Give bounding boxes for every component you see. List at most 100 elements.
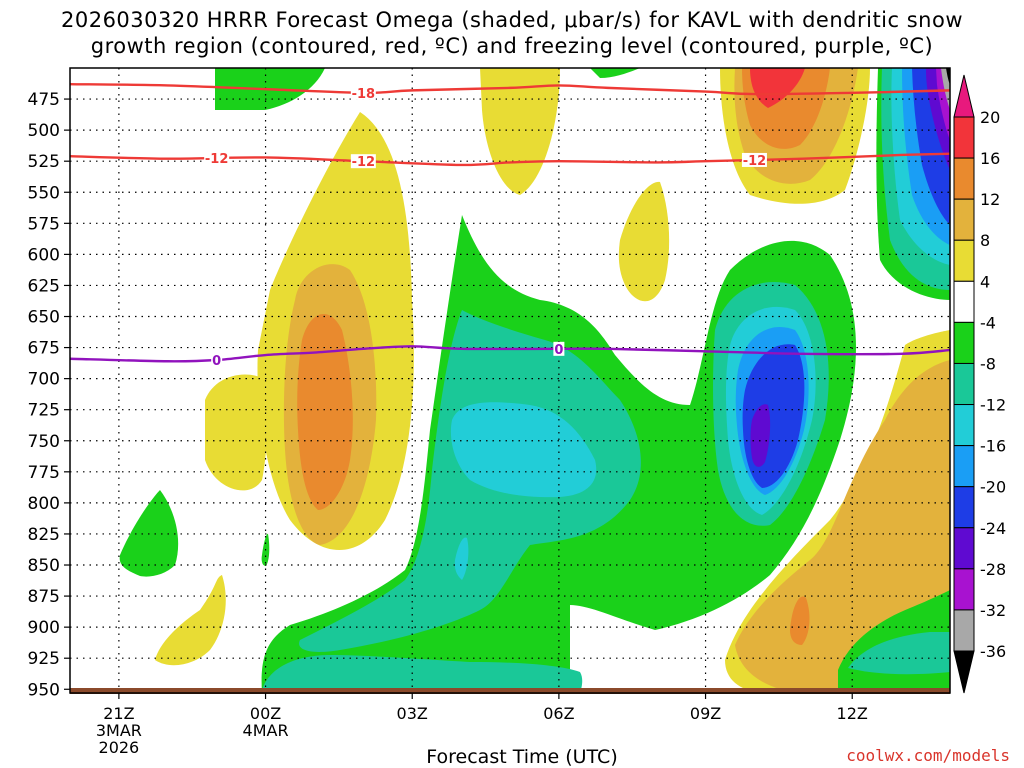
contour-label-bg: [350, 154, 376, 169]
y-tick-label: 925: [28, 649, 60, 669]
contour-label-bg: [211, 352, 223, 367]
omega-shade-neg12-center: [450, 402, 597, 498]
contour-label-bg: [553, 341, 565, 356]
x-tick-label: 00Z: [250, 704, 281, 723]
omega-shade-neg4-top-center: [590, 68, 640, 78]
colorbar-label: -20: [980, 478, 1006, 497]
colorbar-label: 8: [980, 231, 990, 250]
omega-shade-neg36-right-edge: [946, 68, 950, 85]
y-tick-label: 825: [28, 525, 60, 545]
contour-label-bg: [741, 152, 767, 167]
y-tick-label: 600: [28, 245, 60, 265]
colorbar-swatch: [953, 198, 975, 241]
y-tick-label: 800: [28, 494, 60, 514]
colorbar-swatch: [953, 239, 975, 282]
y-tick-label: 850: [28, 556, 60, 576]
colorbar-label: -16: [980, 437, 1006, 456]
contour-label-bg: [204, 151, 230, 166]
contour-line--12: [70, 152, 950, 167]
ground-surface-bar: [70, 688, 950, 694]
colorbar-label: -32: [980, 601, 1006, 620]
y-tick-label: 700: [28, 370, 60, 390]
omega-shade-pos16-upper-right: [750, 68, 805, 108]
y-tick-label: 725: [28, 401, 60, 421]
omega-shade-pos4-left-low: [155, 575, 226, 666]
y-axis: 475 500 525 550 575 600 625 650 675 700 725 750 775 8…: [28, 90, 70, 700]
omega-shading: [119, 68, 950, 693]
x-tick-label: 3MAR: [96, 721, 142, 740]
contour-label--12: -12: [743, 154, 767, 169]
x-tick-label: 2026: [99, 738, 140, 757]
colorbar-swatch: [953, 609, 975, 652]
contour-label--12: -12: [205, 152, 229, 167]
colorbar-swatch: [953, 362, 975, 406]
y-tick-label: 475: [28, 90, 60, 110]
colorbar-label: 12: [980, 190, 1000, 209]
colorbar-label: 16: [980, 149, 1000, 168]
colorbar-label: -24: [980, 519, 1006, 538]
omega-shade-pos8-lower-right: [735, 360, 950, 693]
y-tick-label: 650: [28, 308, 60, 328]
colorbar-label: -28: [980, 560, 1006, 579]
chart-title-line1: 2026030320 HRRR Forecast Omega (shaded, …: [60, 8, 964, 32]
colorbar: 20 16 12 8 4 -4 -8 -12 -16 -20 -24 -28 -32 -36: [953, 74, 1006, 694]
x-axis-label: Forecast Time (UTC): [426, 746, 618, 768]
source-credit: coolwx.com/models: [846, 746, 1010, 765]
omega-shade-neg24-right: [750, 404, 771, 467]
omega-shade-pos4-upper-left-low: [205, 374, 268, 491]
chart-title-line2: growth region (contoured, red, ºC) and f…: [90, 34, 934, 58]
contour-label--12: -12: [352, 155, 376, 170]
colorbar-bottom-arrow: [953, 650, 975, 694]
contour-label--18: -18: [352, 87, 376, 102]
omega-shade-pos12-lower-right: [790, 596, 810, 645]
y-tick-label: 950: [28, 680, 60, 700]
plot-frame: [69, 67, 951, 694]
colorbar-label: -4: [980, 313, 996, 332]
contour-label-0: 0: [212, 354, 221, 369]
colorbar-top-arrow: [953, 74, 975, 118]
colorbar-swatch: [953, 157, 975, 200]
y-tick-label: 750: [28, 432, 60, 452]
colorbar-swatch: [953, 486, 975, 529]
y-tick-label: 525: [28, 152, 60, 172]
colorbar-swatch: [953, 568, 975, 611]
x-tick-label: 09Z: [690, 704, 721, 723]
x-tick-label: 06Z: [543, 704, 574, 723]
y-tick-label: 675: [28, 339, 60, 359]
y-tick-label: 875: [28, 587, 60, 607]
colorbar-label: 20: [980, 108, 1000, 127]
x-tick-label: 21Z: [103, 704, 134, 723]
x-tick-label: 4MAR: [243, 721, 289, 740]
colorbar-swatch: [953, 527, 975, 570]
contour-label-bg: [350, 85, 376, 100]
x-tick-label: 12Z: [837, 704, 868, 723]
omega-shade-neg8-bottom: [262, 655, 583, 693]
omega-shade-neg8-lower-right: [848, 632, 950, 675]
x-tick-label: 03Z: [397, 704, 428, 723]
y-tick-label: 575: [28, 214, 60, 234]
contour-lines: -18 -12 -12 -12 0 0: [70, 82, 950, 369]
contour-label-0: 0: [554, 343, 563, 358]
colorbar-label: 4: [980, 272, 990, 291]
colorbar-label: -36: [980, 642, 1006, 661]
omega-shade-neg4-left-small: [119, 490, 179, 577]
colorbar-label: -12: [980, 396, 1006, 415]
colorbar-swatch: [953, 321, 975, 364]
y-tick-label: 550: [28, 183, 60, 203]
y-tick-label: 775: [28, 463, 60, 483]
grid-lines: [70, 68, 950, 693]
colorbar-swatch: [953, 116, 975, 159]
colorbar-swatch: [953, 280, 975, 323]
colorbar-swatch: [953, 445, 975, 488]
y-tick-label: 900: [28, 618, 60, 638]
contour-line--18: [70, 82, 950, 96]
colorbar-label: -8: [980, 354, 996, 373]
omega-shade-pos4-center-small: [618, 181, 670, 302]
y-tick-label: 500: [28, 121, 60, 141]
omega-shade-pos12-upper-left: [297, 313, 353, 510]
omega-shade-neg12-small: [454, 537, 469, 580]
y-tick-label: 625: [28, 276, 60, 296]
omega-shade-neg8-main: [299, 310, 641, 652]
colorbar-swatch: [953, 404, 975, 447]
